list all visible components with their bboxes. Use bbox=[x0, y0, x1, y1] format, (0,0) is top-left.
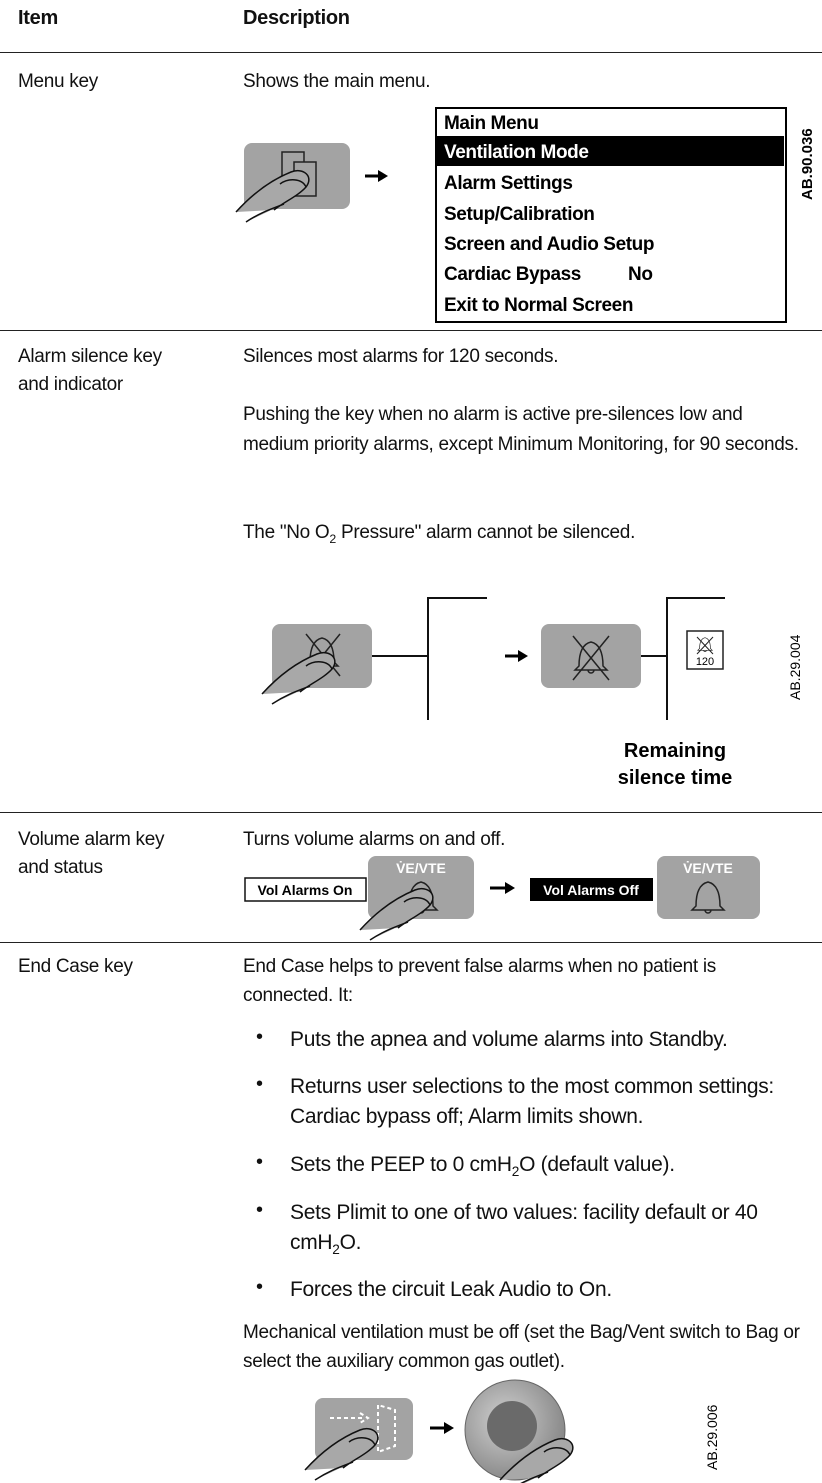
text: O (default value). bbox=[519, 1153, 675, 1176]
bullet-text: Sets Plimit to one of two values: facili… bbox=[290, 1198, 810, 1258]
header-item: Item bbox=[18, 7, 58, 29]
figure-id: AB.29.004 bbox=[787, 634, 803, 700]
silence-key bbox=[541, 624, 641, 688]
item: End Case key bbox=[18, 956, 133, 977]
icon bbox=[696, 636, 714, 655]
bullet-text: Forces the circuit Leak Audio to On. bbox=[290, 1275, 815, 1305]
menu-item: Ventilation Mode bbox=[444, 142, 589, 163]
menu-item: Cardiac Bypass bbox=[444, 264, 581, 285]
knob-center bbox=[487, 1401, 537, 1451]
line bbox=[372, 597, 487, 720]
text: Sets the PEEP to 0 cmH bbox=[290, 1153, 512, 1176]
header-description: Description bbox=[243, 7, 350, 29]
caption: Remaining bbox=[624, 740, 726, 762]
item: and indicator bbox=[18, 374, 123, 395]
subscript: 2 bbox=[511, 1164, 520, 1180]
text: Puts the apnea and volume alarms into St… bbox=[290, 1028, 728, 1051]
text: O. bbox=[339, 1231, 362, 1254]
description: End Case helps to prevent false alarms w… bbox=[243, 956, 716, 1006]
menu-item: Alarm Settings bbox=[444, 173, 573, 194]
line bbox=[641, 597, 725, 720]
bullet: • bbox=[256, 1151, 264, 1173]
description: Silences most alarms for 120 seconds. bbox=[243, 346, 559, 367]
description: The "No O2 Pressure" alarm cannot be sil… bbox=[243, 518, 808, 548]
item: and status bbox=[18, 857, 103, 878]
description: Turns volume alarms on and off. bbox=[243, 829, 506, 850]
timer-value: 120 bbox=[696, 656, 714, 668]
menu-item: Setup/Calibration bbox=[444, 204, 595, 225]
item: Alarm silence key bbox=[18, 346, 162, 367]
rule bbox=[0, 942, 822, 943]
status-box bbox=[244, 877, 367, 902]
figure-id: AB.90.036 bbox=[799, 128, 816, 200]
arrow-head bbox=[505, 882, 515, 894]
icon bbox=[572, 635, 610, 681]
bullet: • bbox=[256, 1199, 264, 1221]
key-label: V̇E/VTE bbox=[683, 860, 733, 876]
subscript: 2 bbox=[329, 531, 336, 546]
status: Vol Alarms On bbox=[258, 882, 353, 898]
rule bbox=[0, 52, 822, 53]
status-box bbox=[530, 878, 653, 901]
text: Sets Plimit to one of two values: facili… bbox=[290, 1201, 758, 1254]
description: Pushing the key when no alarm is active … bbox=[243, 404, 799, 455]
item: Menu key bbox=[18, 71, 98, 92]
menu-value: No bbox=[628, 264, 653, 285]
volume-key bbox=[657, 856, 760, 919]
text: Forces the circuit Leak Audio to On. bbox=[290, 1278, 612, 1301]
arrow-head bbox=[378, 170, 388, 182]
menu-item: Screen and Audio Setup bbox=[444, 234, 654, 255]
figure-id: AB.29.006 bbox=[704, 1404, 720, 1470]
menu-item: Main Menu bbox=[444, 113, 539, 134]
item: Volume alarm key bbox=[18, 829, 165, 850]
menu-highlight bbox=[437, 136, 784, 166]
subscript: 2 bbox=[332, 1242, 340, 1258]
caption: silence time bbox=[618, 767, 733, 789]
bullet-text: Puts the apnea and volume alarms into St… bbox=[290, 1025, 815, 1055]
note: Mechanical ventilation must be off (set … bbox=[243, 1322, 800, 1372]
arrow-head bbox=[444, 1422, 454, 1434]
menu-item: Exit to Normal Screen bbox=[444, 295, 633, 316]
text: The "No O bbox=[243, 522, 330, 543]
bullet: • bbox=[256, 1073, 264, 1095]
bullet: • bbox=[256, 1276, 264, 1298]
bullet-text: Sets the PEEP to 0 cmH2O (default value)… bbox=[290, 1150, 815, 1180]
bullet-text: Returns user selections to the most comm… bbox=[290, 1072, 790, 1132]
description: Shows the main menu. bbox=[243, 71, 431, 92]
text: Returns user selections to the most comm… bbox=[290, 1075, 774, 1128]
key-label: V̇E/VTE bbox=[396, 860, 446, 876]
rule bbox=[0, 330, 822, 331]
arrow-head bbox=[518, 650, 528, 662]
rule bbox=[0, 812, 822, 813]
text: Pressure" alarm cannot be silenced. bbox=[336, 522, 636, 543]
status: Vol Alarms Off bbox=[543, 882, 639, 898]
bullet: • bbox=[256, 1026, 264, 1048]
